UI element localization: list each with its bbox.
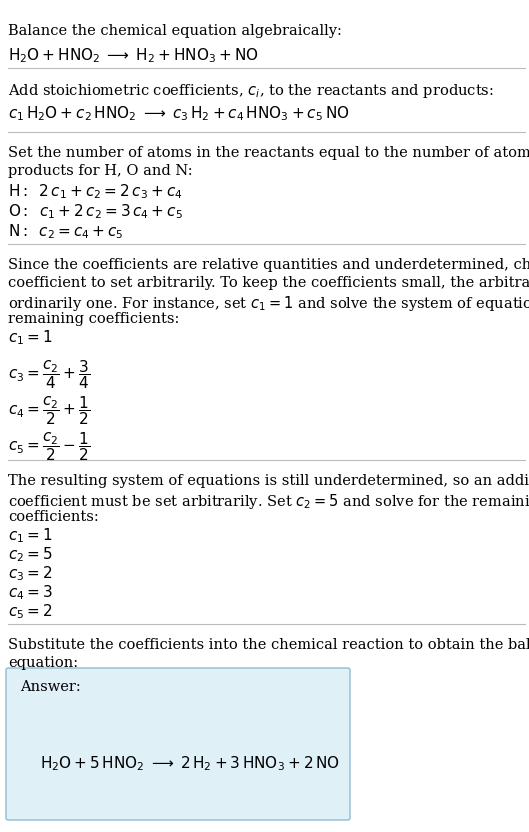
Text: $c_1 = 1$: $c_1 = 1$: [8, 526, 52, 545]
Text: $\mathrm{H_2O + 5\,HNO_2 \;\longrightarrow\; 2\,H_2 + 3\,HNO_3 + 2\,NO}$: $\mathrm{H_2O + 5\,HNO_2 \;\longrightarr…: [40, 755, 340, 774]
Text: $c_2 = 5$: $c_2 = 5$: [8, 545, 53, 564]
Text: $\mathrm{N{:}\;\;} c_2 = c_4 + c_5$: $\mathrm{N{:}\;\;} c_2 = c_4 + c_5$: [8, 222, 124, 240]
Text: $c_5 = 2$: $c_5 = 2$: [8, 602, 52, 621]
Text: $\mathrm{O{:}\;\;} c_1 + 2\,c_2 = 3\,c_4 + c_5$: $\mathrm{O{:}\;\;} c_1 + 2\,c_2 = 3\,c_4…: [8, 202, 183, 220]
Text: coefficient to set arbitrarily. To keep the coefficients small, the arbitrary va: coefficient to set arbitrarily. To keep …: [8, 276, 529, 290]
Text: Since the coefficients are relative quantities and underdetermined, choose a: Since the coefficients are relative quan…: [8, 258, 529, 272]
Text: $c_3 = 2$: $c_3 = 2$: [8, 564, 52, 582]
Text: $c_3 = \dfrac{c_2}{4} + \dfrac{3}{4}$: $c_3 = \dfrac{c_2}{4} + \dfrac{3}{4}$: [8, 358, 90, 391]
Text: Add stoichiometric coefficients, $c_i$, to the reactants and products:: Add stoichiometric coefficients, $c_i$, …: [8, 82, 494, 100]
Text: Substitute the coefficients into the chemical reaction to obtain the balanced: Substitute the coefficients into the che…: [8, 638, 529, 652]
Text: remaining coefficients:: remaining coefficients:: [8, 312, 179, 326]
Text: $c_1\,\mathrm{H_2O} + c_2\,\mathrm{HNO_2} \;\longrightarrow\; c_3\,\mathrm{H_2} : $c_1\,\mathrm{H_2O} + c_2\,\mathrm{HNO_2…: [8, 104, 350, 122]
FancyBboxPatch shape: [6, 668, 350, 820]
Text: $c_5 = \dfrac{c_2}{2} - \dfrac{1}{2}$: $c_5 = \dfrac{c_2}{2} - \dfrac{1}{2}$: [8, 430, 90, 463]
Text: Set the number of atoms in the reactants equal to the number of atoms in the: Set the number of atoms in the reactants…: [8, 146, 529, 160]
Text: $c_1 = 1$: $c_1 = 1$: [8, 328, 52, 347]
Text: Answer:: Answer:: [20, 680, 81, 694]
Text: ordinarily one. For instance, set $c_1 = 1$ and solve the system of equations fo: ordinarily one. For instance, set $c_1 =…: [8, 294, 529, 313]
Text: coefficient must be set arbitrarily. Set $c_2 = 5$ and solve for the remaining: coefficient must be set arbitrarily. Set…: [8, 492, 529, 511]
Text: products for H, O and N:: products for H, O and N:: [8, 164, 193, 178]
Text: $c_4 = 3$: $c_4 = 3$: [8, 583, 53, 602]
Text: $\mathrm{H{:}\;\;} 2\,c_1 + c_2 = 2\,c_3 + c_4$: $\mathrm{H{:}\;\;} 2\,c_1 + c_2 = 2\,c_3…: [8, 182, 183, 201]
Text: The resulting system of equations is still underdetermined, so an additional: The resulting system of equations is sti…: [8, 474, 529, 488]
Text: equation:: equation:: [8, 656, 78, 670]
Text: coefficients:: coefficients:: [8, 510, 99, 524]
Text: Balance the chemical equation algebraically:: Balance the chemical equation algebraica…: [8, 24, 342, 38]
Text: $c_4 = \dfrac{c_2}{2} + \dfrac{1}{2}$: $c_4 = \dfrac{c_2}{2} + \dfrac{1}{2}$: [8, 394, 90, 427]
Text: $\mathrm{H_2O + HNO_2 \;\longrightarrow\; H_2 + HNO_3 + NO}$: $\mathrm{H_2O + HNO_2 \;\longrightarrow\…: [8, 46, 259, 65]
